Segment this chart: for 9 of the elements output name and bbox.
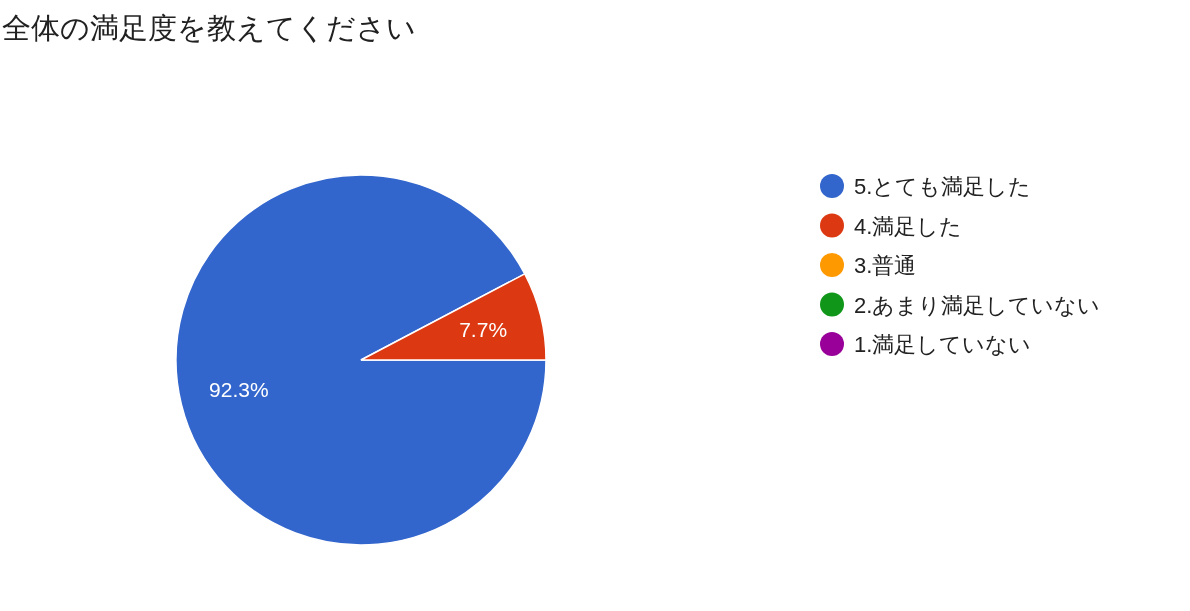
- data-label: 92.3%: [209, 378, 269, 402]
- legend-label: 4.満足した: [854, 213, 963, 239]
- legend-label: 5.とても満足した: [854, 174, 1032, 199]
- legend-label: 2.あまり満足していない: [854, 292, 1101, 318]
- data-label: 7.7%: [459, 317, 508, 341]
- chart-title: 全体の満足度を教えてください: [2, 12, 416, 44]
- legend-label: 3.普通: [854, 253, 917, 278]
- pie-slice: [175, 174, 547, 546]
- legend-label: 1.満足していない: [854, 332, 1032, 357]
